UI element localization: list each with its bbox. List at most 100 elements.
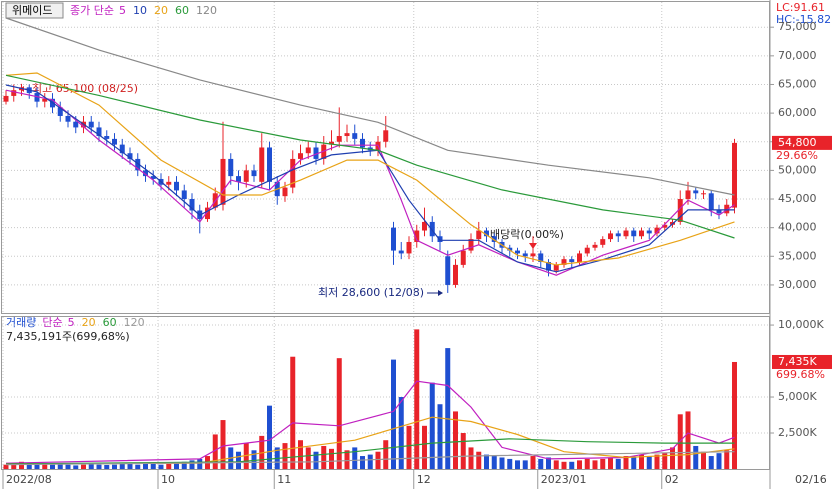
volume-bar (631, 457, 637, 469)
legend-prefix: 종가 단순 (70, 4, 114, 17)
volume-bar (670, 447, 675, 469)
volume-bar (158, 464, 164, 469)
x-tick-label: 2022/08 (6, 473, 52, 486)
volume-bar (220, 420, 226, 469)
volume-bar (352, 447, 358, 469)
ma-line (5, 74, 735, 239)
volume-bar (716, 453, 722, 469)
y-tick-label: 35,000 (778, 249, 817, 262)
volume-bar (181, 461, 187, 469)
volume-bar (336, 358, 342, 469)
volume-bar (561, 461, 567, 469)
candle-body (398, 250, 404, 254)
volume-bar (344, 450, 350, 469)
volume-bar (212, 434, 218, 469)
volume-bar (732, 361, 737, 469)
y-tick-label: 30,000 (778, 278, 817, 291)
candle-body (445, 256, 451, 285)
dividend-marker (529, 243, 537, 249)
candle-body (344, 133, 350, 137)
volume-bar (329, 448, 334, 469)
volume-bar (19, 461, 24, 469)
last-volume-label: 7,435K (778, 355, 817, 368)
candle-body (701, 193, 706, 195)
y-tick-label: 70,000 (778, 49, 817, 62)
candle-body (383, 130, 389, 142)
volume-bar (236, 451, 241, 469)
volume-bar (88, 463, 94, 469)
volume-bar (608, 457, 613, 469)
candle-body (453, 264, 458, 285)
volume-bar (42, 463, 48, 469)
candle-body (460, 250, 466, 265)
volume-bar (73, 465, 79, 469)
candle-body (437, 236, 443, 242)
last-price-label: 54,800 (778, 136, 817, 149)
candle-body (639, 230, 644, 237)
candle-body (476, 230, 482, 240)
arrow-head (438, 290, 443, 296)
last-price-box (772, 135, 832, 150)
low-note: 최저 28,600 (12/08) (318, 286, 424, 299)
volume-bar (143, 463, 148, 469)
legend-entry: 10 (133, 4, 147, 17)
candle-body (189, 199, 195, 211)
ma-line (5, 72, 735, 266)
ma-line (5, 451, 735, 466)
candle-body (584, 247, 590, 254)
legend-entry: 120 (196, 4, 217, 17)
x-tick-label: 02 (665, 473, 679, 486)
candle-body (73, 121, 79, 128)
candle-body (127, 153, 133, 159)
candle-body (290, 158, 296, 188)
y-tick-label: 50,000 (778, 163, 817, 176)
candle-body (484, 230, 489, 237)
candle-body (569, 259, 575, 263)
candle-body (267, 147, 272, 182)
last-price-change: 29.66% (776, 149, 818, 162)
volume-bar (398, 397, 404, 469)
candle-body (538, 253, 544, 263)
volume-bar (50, 464, 55, 469)
candle-body (3, 95, 9, 102)
candle-body (34, 93, 40, 102)
candle-body (42, 98, 48, 102)
stock-name: 위메이드 (12, 4, 52, 17)
volume-bar (119, 463, 125, 469)
candle-body (646, 230, 652, 234)
ma-line (5, 84, 735, 273)
volume-bar (166, 463, 172, 469)
candle-body (662, 224, 668, 228)
volume-bar (615, 458, 621, 469)
y-tick-label: 40,000 (778, 221, 817, 234)
last-date-label: 02/16 (795, 473, 827, 486)
volume-bar (57, 463, 63, 469)
volume-bar (685, 411, 691, 469)
y-tick-label: 75,000 (778, 20, 817, 33)
last-volume-change: 699.68% (776, 368, 825, 381)
volume-bar (453, 411, 458, 469)
volume-bar (662, 453, 668, 469)
volume-bar (468, 447, 474, 469)
legend-entry: 20 (154, 4, 168, 17)
volume-bar (104, 464, 110, 469)
ma-line (5, 438, 735, 465)
volume-bar (592, 460, 598, 469)
volume-bar (724, 450, 730, 469)
volume-bar (708, 456, 714, 469)
legend-entry: 20 (82, 316, 96, 329)
dividend-note: 배당락(0.00%) (490, 228, 564, 241)
candle-body (546, 262, 551, 271)
stock-name-box[interactable] (5, 2, 64, 19)
volume-bar (197, 458, 203, 469)
volume-bar (639, 454, 644, 469)
high-note: 최고 65,100 (08/25) (32, 82, 138, 95)
candle-body (88, 121, 94, 128)
candle-body (600, 239, 606, 245)
candle-body (608, 233, 613, 240)
volume-bar (65, 464, 71, 469)
volume-bar (391, 359, 396, 469)
candle-body (236, 176, 241, 182)
candle-body (429, 221, 435, 237)
